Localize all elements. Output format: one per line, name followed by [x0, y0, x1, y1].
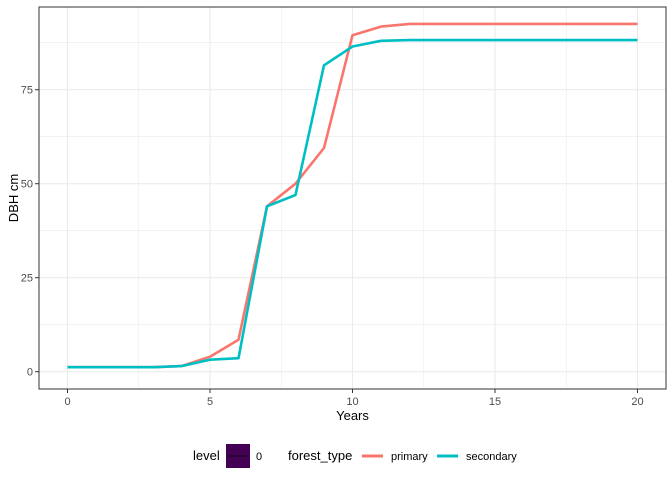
x-axis: 0 5 10 15 20: [64, 389, 643, 408]
y-tick-label: 25: [21, 273, 33, 285]
x-tick-label: 5: [207, 396, 213, 408]
y-tick-label: 0: [27, 367, 33, 379]
legend-title-forest-type: forest_type: [288, 448, 352, 463]
x-tick-label: 10: [346, 396, 358, 408]
x-tick-label: 20: [631, 396, 643, 408]
y-tick-label: 75: [21, 85, 33, 97]
legend-title-level: level: [193, 448, 220, 463]
x-tick-label: 15: [489, 396, 501, 408]
y-axis-title: DBH cm: [6, 174, 21, 222]
legend-label-level-0: 0: [256, 451, 262, 463]
x-axis-title: Years: [336, 408, 369, 423]
y-tick-label: 50: [21, 179, 33, 191]
x-tick-label: 0: [64, 396, 70, 408]
legend-label-secondary: secondary: [466, 451, 517, 463]
legend: level 0 forest_type primary secondary: [193, 444, 517, 468]
y-axis: 0 25 50 75: [21, 85, 39, 379]
legend-label-primary: primary: [391, 451, 428, 463]
